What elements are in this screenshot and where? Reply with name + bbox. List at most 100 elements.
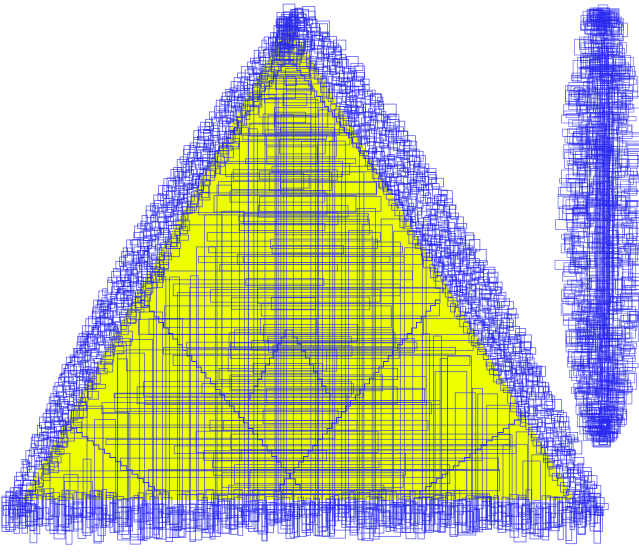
grid-box (221, 210, 245, 525)
grid-box (119, 256, 126, 267)
grid-box (276, 46, 286, 65)
grid-box (567, 356, 584, 368)
grid-box (213, 494, 220, 519)
grid-box (553, 497, 560, 528)
grid-box (350, 62, 364, 71)
grid-box (586, 86, 597, 364)
grid-box (474, 277, 484, 284)
grid-box (568, 437, 579, 443)
grid-box (439, 237, 450, 249)
grid-box (374, 137, 384, 144)
grid-box (275, 75, 285, 512)
grid-box (504, 370, 513, 380)
grid-box (297, 496, 305, 508)
grid-box (253, 49, 261, 64)
grid-box (599, 421, 609, 430)
grid-box (270, 238, 379, 249)
grid-box (450, 251, 464, 264)
grid-box (338, 111, 350, 119)
grid-box (228, 332, 396, 348)
grid-box (631, 264, 639, 281)
grid-box (84, 380, 95, 390)
grid-box (180, 206, 193, 215)
grid-box (222, 146, 234, 158)
grid-box (498, 305, 509, 315)
grid-box (623, 244, 639, 251)
grid-box (244, 105, 259, 115)
grid-box (566, 160, 574, 166)
grid-box (172, 195, 178, 207)
grid-box (104, 351, 114, 363)
grid-box (589, 59, 601, 391)
grid-box (218, 126, 226, 135)
grid-box (498, 332, 507, 342)
grid-box (425, 168, 437, 174)
grid-box (473, 330, 483, 341)
grid-box (349, 126, 361, 135)
grid-box (577, 97, 595, 114)
grid-box (373, 141, 385, 153)
grid-box (189, 275, 199, 521)
grid-box (525, 489, 532, 524)
grid-box (463, 245, 474, 251)
grid-box (210, 289, 381, 303)
grid-box (516, 396, 527, 405)
grid-box (120, 316, 131, 326)
grid-box (565, 490, 576, 503)
grid-box (627, 201, 639, 207)
grid-box (620, 315, 639, 327)
grid-box (625, 212, 637, 228)
grid-box (434, 264, 443, 276)
grid-box (103, 363, 114, 373)
staircase-edge (59, 204, 180, 380)
staircase-edge (419, 419, 520, 495)
grid-box (261, 505, 268, 542)
grid-box (126, 317, 137, 324)
grid-box (346, 86, 359, 97)
grid-box (454, 392, 477, 536)
grid-box (621, 271, 634, 288)
grid-box (203, 450, 327, 461)
grid-box (279, 58, 310, 73)
grid-box (417, 210, 431, 223)
grid-box (267, 69, 277, 75)
grid-box (229, 508, 242, 518)
grid-box (336, 62, 342, 68)
grid-box (65, 426, 336, 439)
grid-box (284, 77, 297, 86)
grid-box (573, 365, 584, 377)
grid-box (399, 168, 409, 177)
grid-box (295, 17, 305, 32)
grid-box (166, 177, 174, 189)
grid-box (139, 281, 154, 294)
grid-box (269, 511, 277, 521)
grid-box (616, 192, 629, 206)
grid-box (602, 47, 613, 403)
grid-box (197, 136, 209, 148)
grid-box (64, 480, 93, 517)
grid-box (281, 34, 292, 48)
grid-box (368, 151, 375, 160)
grid-box (408, 231, 421, 245)
grid-box (583, 306, 598, 314)
grid-box (562, 271, 581, 282)
grid-box (81, 343, 89, 352)
grid-box (204, 139, 213, 146)
grid-box (535, 398, 542, 407)
grid-box (238, 215, 369, 222)
grid-box (552, 429, 558, 437)
grid-box (468, 290, 477, 303)
grid-box (259, 196, 382, 212)
grid-box (440, 229, 448, 237)
grid-box (409, 149, 420, 156)
grid-box (448, 262, 454, 269)
grid-box (564, 237, 575, 250)
grid-box (460, 250, 467, 262)
grid-box (277, 41, 285, 57)
grid-box (558, 206, 579, 221)
grid-box (125, 499, 131, 520)
grid-box (1, 502, 10, 526)
grid-box (426, 251, 432, 262)
grid-box (520, 390, 528, 401)
grid-box (543, 401, 556, 410)
